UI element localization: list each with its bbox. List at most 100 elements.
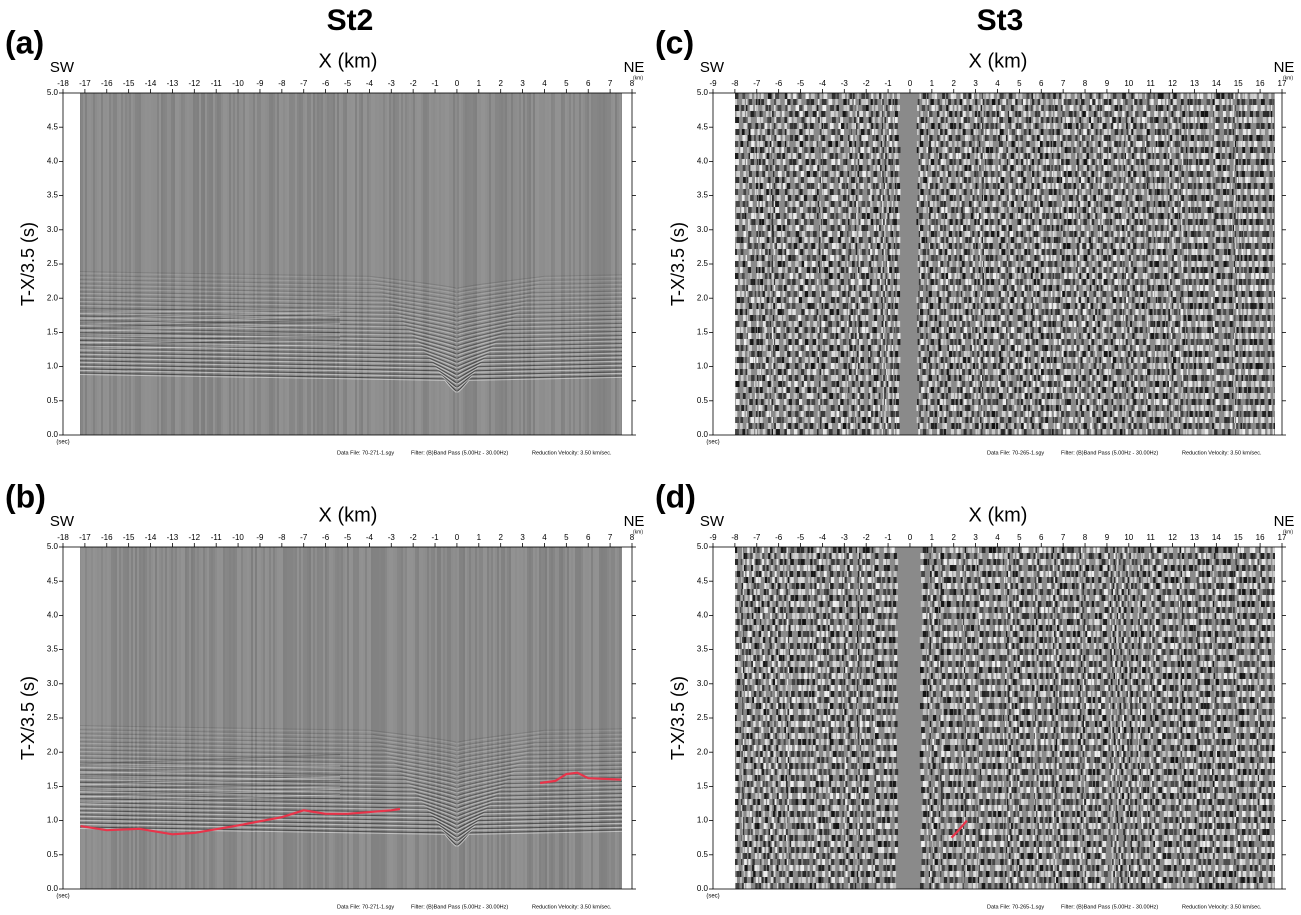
wiggle — [842, 153, 845, 159]
wiggle — [890, 135, 893, 141]
wiggle — [1011, 285, 1014, 291]
wiggle — [861, 387, 865, 393]
wiggle — [811, 93, 815, 99]
wiggle — [960, 111, 962, 117]
wiggle — [1045, 309, 1048, 315]
wiggle — [897, 225, 900, 231]
wiggle — [857, 261, 858, 267]
wiggle — [938, 123, 940, 129]
wiggle — [895, 201, 898, 207]
wiggle — [894, 321, 895, 327]
wiggle — [955, 231, 957, 237]
wiggle — [796, 105, 799, 111]
wiggle — [746, 123, 747, 129]
wiggle — [981, 153, 983, 159]
wiggle — [1025, 357, 1028, 363]
wiggle — [932, 189, 935, 195]
wiggle — [895, 123, 898, 129]
wiggle — [948, 177, 951, 183]
wiggle — [1028, 255, 1030, 261]
wiggle — [853, 297, 854, 303]
wiggle — [796, 231, 799, 237]
x-tick-label: -8 — [278, 533, 286, 542]
wiggle — [820, 327, 821, 333]
wiggle — [773, 243, 774, 249]
wiggle — [765, 399, 768, 405]
wiggle — [948, 213, 951, 219]
wiggle — [759, 351, 762, 357]
wiggle — [922, 375, 925, 381]
wiggle — [998, 171, 1000, 177]
wiggle — [955, 303, 957, 309]
wiggle — [926, 297, 928, 303]
wiggle — [932, 285, 935, 291]
wiggle — [1035, 111, 1037, 117]
wiggle — [769, 135, 770, 141]
wiggle — [810, 237, 814, 243]
wiggle — [836, 105, 839, 111]
wiggle — [935, 279, 937, 285]
wiggle — [972, 249, 974, 255]
wiggle — [819, 249, 821, 255]
wiggle — [877, 165, 880, 171]
wiggle — [846, 159, 847, 165]
wiggle — [954, 321, 956, 327]
wiggle — [881, 339, 882, 345]
wiggle — [949, 327, 952, 333]
wiggle — [750, 237, 753, 243]
wiggle — [854, 345, 855, 351]
wiggle — [755, 177, 756, 183]
wiggle — [954, 375, 956, 381]
x-tick-label: 6 — [586, 79, 591, 88]
wiggle — [747, 261, 750, 267]
wiggle — [823, 207, 827, 213]
wiggle — [854, 309, 855, 315]
wiggle — [954, 405, 956, 411]
wiggle — [959, 165, 961, 171]
wiggle — [862, 105, 866, 111]
wiggle — [981, 309, 983, 315]
wiggle — [813, 231, 817, 237]
wiggle — [1016, 153, 1018, 159]
wiggle — [1014, 411, 1016, 417]
wiggle — [895, 117, 898, 123]
wiggle — [775, 189, 779, 195]
wiggle — [969, 261, 972, 267]
wiggle — [883, 117, 884, 123]
wiggle — [810, 99, 814, 105]
wiggle — [848, 255, 849, 261]
wiggle — [991, 321, 994, 327]
wiggle — [867, 333, 870, 339]
wiggle — [977, 351, 979, 357]
wiggle — [801, 171, 804, 177]
wiggle — [936, 105, 938, 111]
wiggle — [890, 363, 893, 369]
wiggle — [985, 297, 986, 303]
wiggle — [840, 171, 843, 177]
wiggle — [850, 153, 853, 159]
wiggle — [1009, 309, 1012, 315]
wiggle — [842, 429, 845, 435]
wiggle — [978, 393, 980, 399]
wiggle — [885, 243, 886, 249]
wiggle — [1006, 93, 1007, 99]
wiggle — [824, 267, 828, 273]
wiggle — [760, 117, 763, 123]
wiggle — [849, 369, 852, 375]
wiggle — [807, 183, 810, 189]
wiggle — [850, 345, 853, 351]
wiggle — [795, 183, 798, 189]
wiggle — [751, 141, 754, 147]
wiggle — [860, 357, 864, 363]
wiggle — [896, 267, 899, 273]
wiggle — [1039, 105, 1041, 111]
wiggle — [941, 357, 944, 363]
wiggle — [954, 315, 956, 321]
wiggle — [949, 141, 952, 147]
wiggle — [929, 291, 932, 297]
wiggle — [757, 153, 759, 159]
wiggle — [799, 405, 802, 411]
wiggle — [926, 123, 928, 129]
wiggle — [830, 333, 834, 339]
wiggle — [793, 213, 796, 219]
